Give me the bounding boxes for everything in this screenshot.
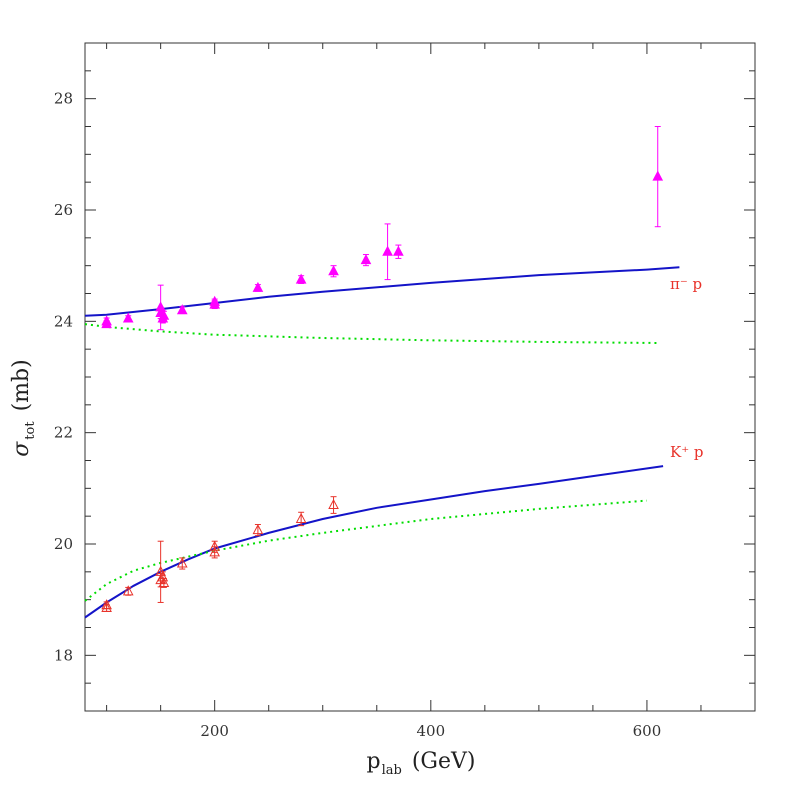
filled-triangle-marker (295, 273, 307, 284)
model-curve-solid (84, 266, 680, 317)
y-axis-subscript: tot (23, 421, 38, 440)
data-point (122, 312, 134, 323)
data-point (295, 273, 307, 284)
data-point (176, 304, 188, 315)
y-axis-title: σtot (mb) (9, 359, 38, 456)
svg-text:plab(GeV): plab (GeV) (367, 749, 476, 778)
x-axis-symbol: p (367, 749, 381, 774)
model-curve-dotted (84, 499, 647, 602)
data-point (328, 265, 339, 278)
data-point (360, 254, 372, 267)
open-triangle-marker (101, 601, 112, 613)
y-tick-label: 26 (54, 201, 73, 219)
y-tick-label: 28 (54, 90, 73, 108)
open-triangle-marker (295, 512, 307, 523)
open-triangle-marker (176, 557, 188, 568)
data-point (101, 601, 112, 613)
data-point (328, 496, 339, 514)
open-triangle-marker (158, 576, 170, 587)
open-triangle-marker (122, 585, 134, 596)
open-triangle-marker (209, 540, 221, 551)
data-point (382, 223, 393, 281)
filled-triangle-marker (382, 245, 393, 256)
filled-triangle-marker (101, 318, 112, 329)
data-points-layer (101, 126, 664, 613)
axes-layer: 200 400 600 18 20 22 24 26 28 (54, 42, 756, 740)
x-tick-label: 400 (416, 722, 445, 740)
data-point (158, 576, 170, 588)
curves-layer (84, 266, 680, 619)
filled-triangle-marker (176, 304, 188, 315)
annotation-k-plus-p: K⁺ p (670, 443, 704, 461)
open-triangle-marker (209, 546, 221, 557)
filled-triangle-marker (393, 245, 404, 256)
x-tick-label: 600 (633, 722, 662, 740)
filled-triangle-marker (209, 295, 221, 306)
y-tick-label: 24 (54, 312, 73, 330)
y-tick-label: 22 (54, 424, 73, 442)
y-tick-label: 20 (54, 535, 73, 553)
filled-triangle-marker (328, 265, 339, 276)
data-point (652, 126, 664, 228)
data-point (209, 540, 221, 553)
filled-triangle-marker (158, 309, 170, 320)
open-triangle-marker (328, 498, 339, 510)
svg-text:σtot(mb): σtot (mb) (9, 359, 38, 456)
x-axis-title: plab (GeV) (367, 749, 476, 778)
data-point (252, 281, 264, 292)
data-point (393, 244, 404, 259)
model-curve-dotted (84, 323, 658, 344)
data-point (252, 524, 264, 537)
y-axis-symbol: σ (9, 441, 34, 457)
open-triangle-marker (252, 524, 264, 535)
x-axis-subscript: lab (382, 763, 402, 778)
data-point (122, 585, 134, 596)
data-point (295, 511, 307, 527)
annotation-pi-minus-p: π⁻ p (670, 275, 702, 293)
data-point (176, 557, 188, 570)
data-point (158, 309, 170, 321)
y-axis-unit: (mb) (9, 359, 34, 411)
filled-triangle-marker (652, 170, 664, 181)
x-tick-label: 200 (200, 722, 229, 740)
y-tick-label: 18 (54, 646, 73, 664)
data-point (101, 318, 112, 329)
filled-triangle-marker (252, 281, 264, 292)
x-axis-unit: (GeV) (412, 749, 476, 774)
plot-frame (84, 42, 756, 712)
filled-triangle-marker (360, 254, 372, 265)
data-point (209, 295, 221, 306)
filled-triangle-marker (122, 312, 134, 323)
model-curve-solid (84, 465, 664, 619)
